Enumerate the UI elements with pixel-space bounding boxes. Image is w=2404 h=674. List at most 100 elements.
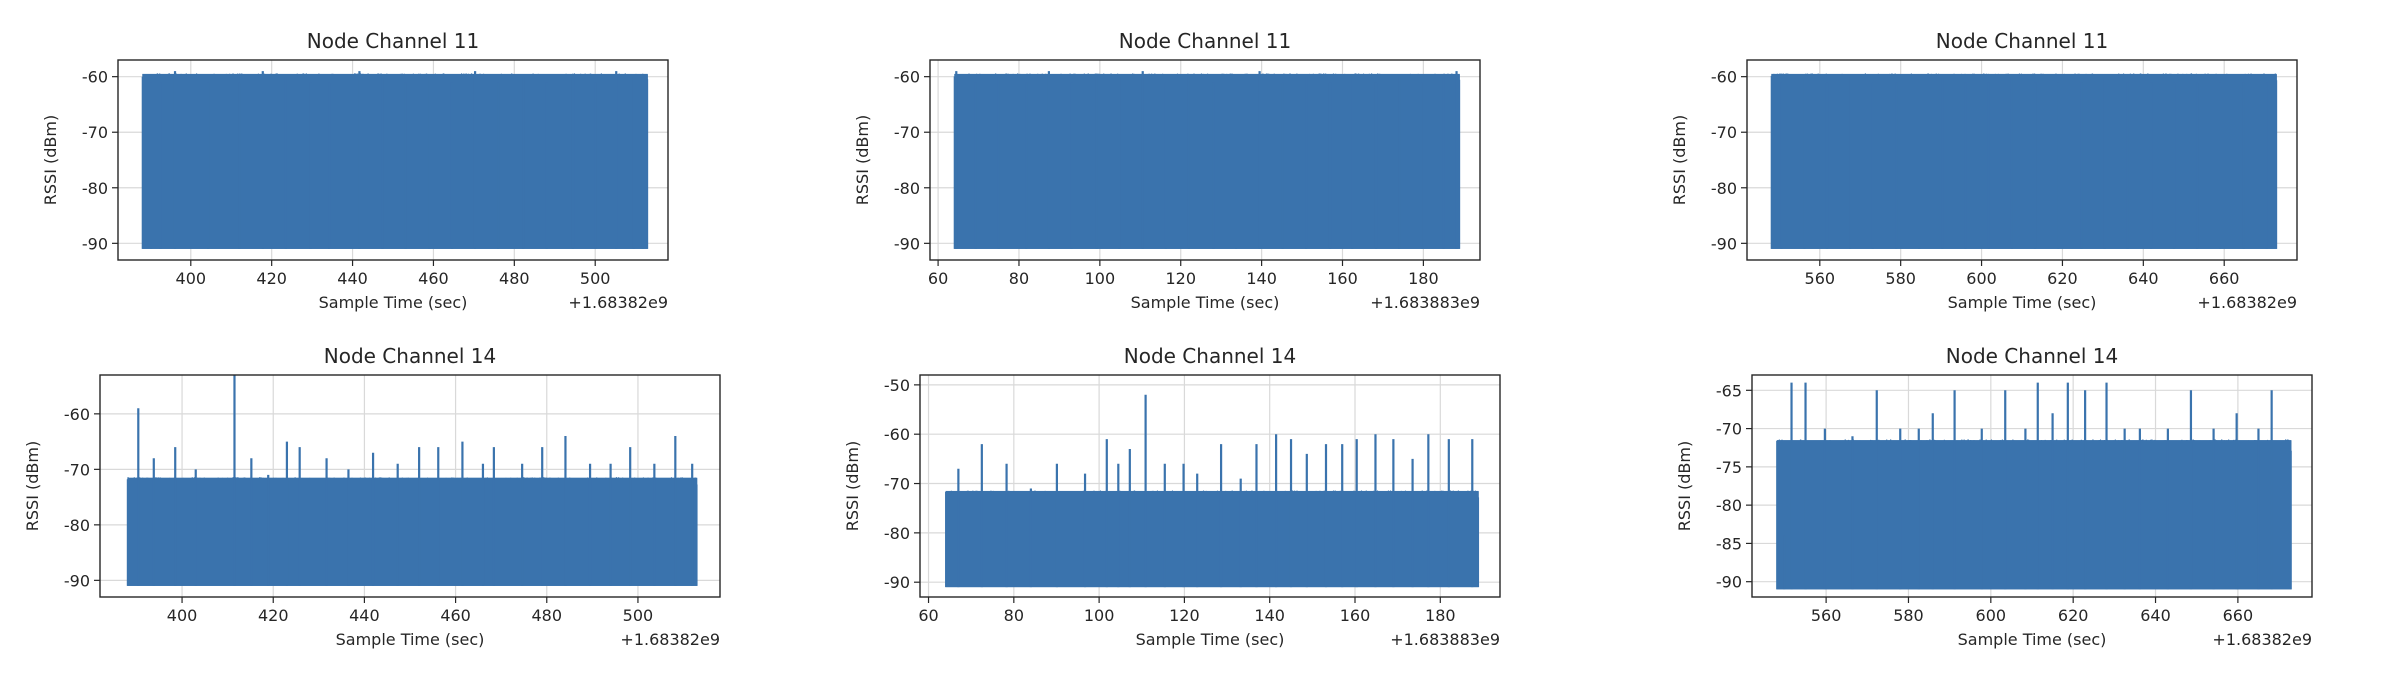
y-tick-label: -50 <box>884 376 910 395</box>
chart-svg: 60 80 100 120 140 160 180 -50 -60 -70 -80 -90 Node C… <box>843 344 1501 649</box>
y-tick-label: -70 <box>1711 123 1737 142</box>
series-rssi-fill <box>954 73 1460 249</box>
y-tick-label: -70 <box>884 475 910 494</box>
x-tick-label: 640 <box>2140 606 2171 625</box>
x-offset-label: +1.68382e9 <box>2212 630 2312 649</box>
x-offset-label: +1.683883e9 <box>1390 630 1500 649</box>
x-tick-label: 480 <box>531 606 562 625</box>
x-tick-label: 60 <box>918 606 938 625</box>
y-axis-label: RSSI (dBm) <box>853 115 872 205</box>
x-tick-label: 660 <box>2223 606 2254 625</box>
x-tick-label: 400 <box>176 269 207 288</box>
chart-panel-3: 560 580 600 620 640 660 -60 -70 -80 -90 Node Chann… <box>1602 0 2404 335</box>
chart-title: Node Channel 11 <box>1936 29 2108 53</box>
x-tick-label: 80 <box>1004 606 1024 625</box>
y-tick-label: -60 <box>894 68 920 87</box>
y-tick-label: -65 <box>1716 381 1742 400</box>
x-axis-label: Sample Time (sec) <box>336 630 485 649</box>
x-tick-label: 80 <box>1009 269 1029 288</box>
x-tick-label: 620 <box>2058 606 2089 625</box>
y-tick-label: -60 <box>64 405 90 424</box>
x-tick-label: 100 <box>1084 606 1115 625</box>
y-tick-label: -60 <box>884 425 910 444</box>
x-tick-label: 580 <box>1893 606 1924 625</box>
x-offset-label: +1.68382e9 <box>568 293 668 312</box>
chart-title: Node Channel 11 <box>307 29 479 53</box>
x-tick-label: 640 <box>2128 269 2159 288</box>
plot-frame <box>929 59 1481 261</box>
y-tick-label: -90 <box>884 573 910 592</box>
y-tick-label: -90 <box>894 234 920 253</box>
chart-svg: 400 420 440 460 480 500 -60 -70 -80 -90 Node Chann… <box>23 344 721 649</box>
y-axis-label: RSSI (dBm) <box>41 115 60 205</box>
x-tick-label: 620 <box>2047 269 2078 288</box>
x-tick-label: 140 <box>1246 269 1277 288</box>
y-tick-label: -70 <box>64 460 90 479</box>
x-offset-label: +1.683883e9 <box>1370 293 1480 312</box>
x-tick-label: 580 <box>1885 269 1916 288</box>
x-tick-label: 500 <box>580 269 611 288</box>
series-rssi-fill <box>1771 73 2277 249</box>
chart-title: Node Channel 14 <box>1946 344 2118 368</box>
y-tick-label: -80 <box>82 179 108 198</box>
y-tick-label: -80 <box>884 524 910 543</box>
y-tick-label: -70 <box>1716 420 1742 439</box>
chart-panel-1: 400 420 440 460 480 500 -60 -70 -80 -90 Node Chann… <box>0 0 800 335</box>
plot-frame <box>117 59 669 261</box>
y-tick-label: -80 <box>1711 179 1737 198</box>
x-tick-label: 460 <box>440 606 471 625</box>
y-tick-label: -90 <box>1711 234 1737 253</box>
y-tick-label: -85 <box>1716 534 1742 553</box>
chart-title: Node Channel 11 <box>1119 29 1291 53</box>
x-tick-label: 500 <box>623 606 654 625</box>
chart-panel-4: 400 420 440 460 480 500 -60 -70 -80 -90 Node Chann… <box>0 335 800 670</box>
x-tick-label: 100 <box>1085 269 1116 288</box>
series-rssi-fill <box>127 477 698 586</box>
x-axis-label: Sample Time (sec) <box>1948 293 2097 312</box>
x-tick-label: 160 <box>1340 606 1371 625</box>
x-tick-label: 420 <box>256 269 287 288</box>
y-tick-label: -90 <box>1716 573 1742 592</box>
series-rssi-fill <box>945 490 1479 588</box>
x-tick-label: 180 <box>1425 606 1456 625</box>
x-tick-label: 420 <box>258 606 289 625</box>
plot-frame <box>1751 374 2313 598</box>
x-tick-label: 440 <box>337 269 368 288</box>
chart-panel-2: 60 80 100 120 140 160 180 -60 -70 -80 -90 Node Chan… <box>800 0 1602 335</box>
x-axis-label: Sample Time (sec) <box>1958 630 2107 649</box>
series-rssi-fill <box>1776 440 2292 590</box>
chart-svg: 400 420 440 460 480 500 -60 -70 -80 -90 Node Chann… <box>41 29 669 312</box>
plot-frame <box>99 374 721 598</box>
x-offset-label: +1.68382e9 <box>2197 293 2297 312</box>
y-tick-label: -80 <box>894 179 920 198</box>
x-tick-label: 400 <box>167 606 198 625</box>
x-tick-label: 660 <box>2209 269 2240 288</box>
y-tick-label: -75 <box>1716 458 1742 477</box>
x-axis-label: Sample Time (sec) <box>1131 293 1280 312</box>
chart-svg: 560 580 600 620 640 660 -65 -70 -75 -80 -85 -90 Node… <box>1675 344 2313 649</box>
chart-title: Node Channel 14 <box>324 344 496 368</box>
y-tick-label: -60 <box>82 68 108 87</box>
x-axis-label: Sample Time (sec) <box>1136 630 1285 649</box>
x-tick-label: 120 <box>1169 606 1200 625</box>
chart-svg: 60 80 100 120 140 160 180 -60 -70 -80 -90 Node Chan… <box>853 29 1481 312</box>
x-offset-label: +1.68382e9 <box>620 630 720 649</box>
y-axis-label: RSSI (dBm) <box>23 441 42 531</box>
x-tick-label: 480 <box>499 269 530 288</box>
x-tick-label: 60 <box>928 269 948 288</box>
y-axis-label: RSSI (dBm) <box>1675 441 1694 531</box>
chart-panel-6: 560 580 600 620 640 660 -65 -70 -75 -80 -85 -90 Node… <box>1602 335 2404 670</box>
plot-frame <box>919 374 1501 598</box>
x-tick-label: 180 <box>1408 269 1439 288</box>
x-tick-label: 560 <box>1811 606 1842 625</box>
y-tick-label: -80 <box>64 516 90 535</box>
y-tick-label: -90 <box>82 234 108 253</box>
x-tick-label: 600 <box>1966 269 1997 288</box>
y-tick-label: -70 <box>82 123 108 142</box>
x-tick-label: 560 <box>1805 269 1836 288</box>
chart-title: Node Channel 14 <box>1124 344 1296 368</box>
chart-svg: 560 580 600 620 640 660 -60 -70 -80 -90 Node Chann… <box>1670 29 2298 312</box>
plot-frame <box>1746 59 2298 261</box>
x-axis-label: Sample Time (sec) <box>319 293 468 312</box>
